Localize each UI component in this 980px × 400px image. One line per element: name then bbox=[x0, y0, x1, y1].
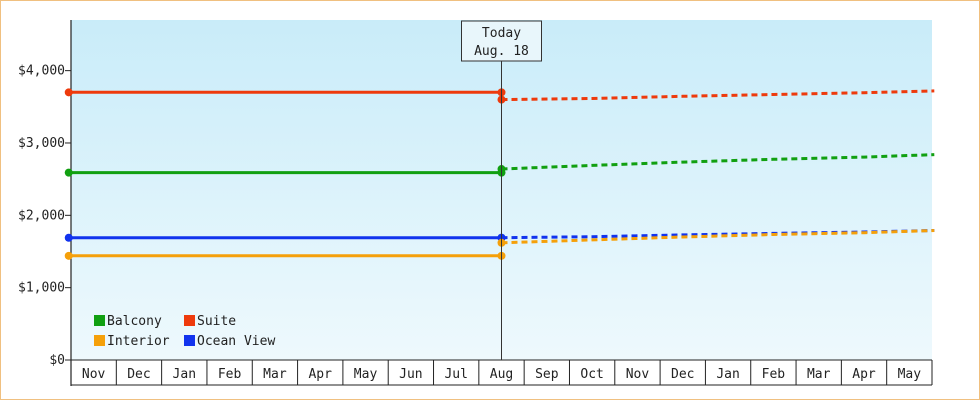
month-label: Mar bbox=[807, 367, 831, 382]
month-label: Dec bbox=[127, 367, 150, 382]
month-label: Mar bbox=[263, 367, 287, 382]
month-label: May bbox=[898, 367, 922, 382]
month-label: May bbox=[354, 367, 378, 382]
y-axis: $0 $1,000 $2,000 $3,000 $4,000 bbox=[18, 20, 72, 386]
month-label: Nov bbox=[626, 367, 650, 382]
today-callout bbox=[461, 20, 542, 62]
x-axis: Nov Dec Jan Feb Mar Apr May Jun Jul Aug Sep Oct Nov D… bbox=[70, 359, 933, 386]
legend-swatch-interior bbox=[94, 335, 105, 346]
month-label: Jul bbox=[444, 367, 467, 382]
y-tick-label: $2,000 bbox=[18, 208, 65, 223]
data-point-suite bbox=[64, 88, 73, 97]
legend-label-interior: Interior bbox=[107, 334, 170, 349]
month-label: Aug bbox=[490, 367, 513, 382]
series-layer bbox=[64, 88, 935, 260]
data-point-interior bbox=[64, 251, 73, 260]
month-label: Dec bbox=[671, 367, 694, 382]
month-label: Apr bbox=[852, 367, 876, 382]
series-forecast-suite bbox=[501, 89, 935, 102]
legend-swatch-suite bbox=[184, 315, 195, 326]
y-tick-label: $0 bbox=[49, 353, 65, 368]
legend-swatch-balcony bbox=[94, 315, 105, 326]
legend: Balcony Suite Interior Ocean View bbox=[94, 314, 275, 349]
month-label: Jan bbox=[173, 367, 196, 382]
series-forecast-balcony bbox=[501, 153, 935, 171]
legend-label-ocean-view: Ocean View bbox=[197, 334, 275, 349]
y-tick-label: $1,000 bbox=[18, 281, 65, 296]
month-label: Jun bbox=[399, 367, 422, 382]
month-label: Sep bbox=[535, 367, 559, 382]
legend-swatch-ocean-view bbox=[184, 335, 195, 346]
legend-label-balcony: Balcony bbox=[107, 314, 162, 329]
today-marker: Today Aug. 18 bbox=[461, 20, 542, 360]
month-label: Jan bbox=[716, 367, 739, 382]
month-label: Apr bbox=[308, 367, 332, 382]
data-point-balcony bbox=[64, 168, 73, 177]
legend-label-suite: Suite bbox=[197, 314, 236, 329]
month-label: Oct bbox=[580, 367, 603, 382]
y-tick-label: $3,000 bbox=[18, 136, 65, 151]
month-label: Nov bbox=[82, 367, 106, 382]
month-label: Feb bbox=[218, 367, 242, 382]
today-label: Today bbox=[482, 26, 521, 41]
today-date: Aug. 18 bbox=[474, 44, 529, 59]
y-tick-label: $4,000 bbox=[18, 64, 65, 79]
data-point-ocean-view bbox=[64, 233, 73, 242]
series-forecast-interior bbox=[501, 229, 935, 245]
month-label: Feb bbox=[762, 367, 786, 382]
